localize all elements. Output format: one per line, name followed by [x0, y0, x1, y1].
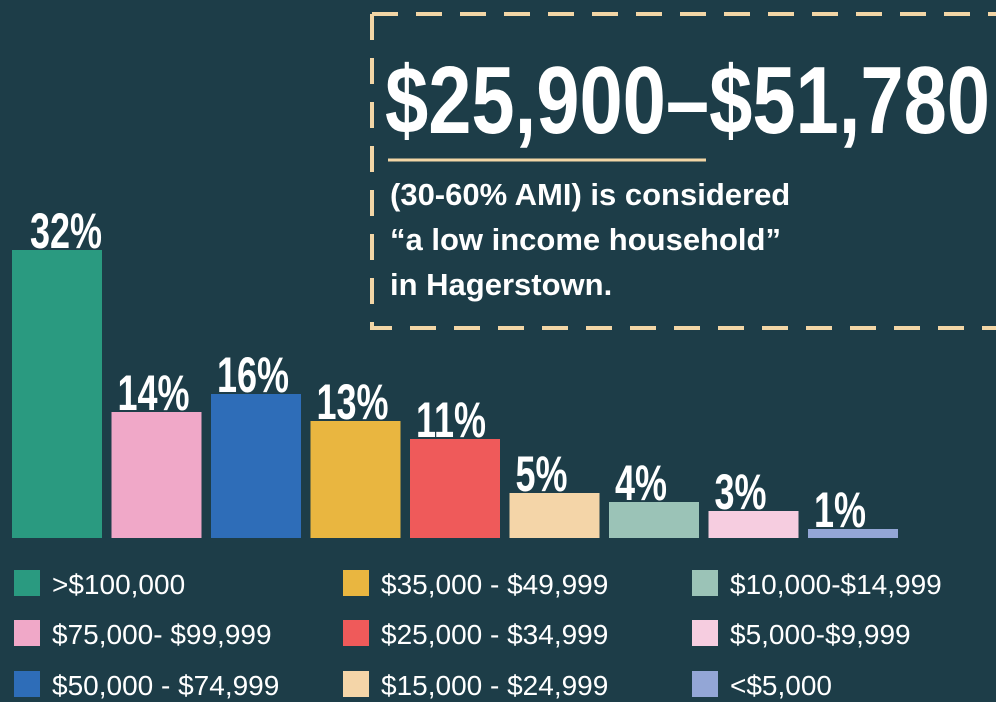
legend-label: $25,000 - $34,999 [381, 619, 608, 650]
legend-label: $50,000 - $74,999 [52, 670, 279, 701]
bar [808, 529, 898, 538]
legend-label: <$5,000 [730, 670, 832, 701]
legend-swatch [692, 671, 718, 697]
legend-label: $5,000-$9,999 [730, 619, 911, 650]
legend-swatch [692, 620, 718, 646]
bar [708, 511, 799, 538]
legend-label: $75,000- $99,999 [52, 619, 272, 650]
value-label: 14% [118, 366, 190, 421]
value-label: 5% [516, 447, 568, 502]
bar [410, 439, 500, 538]
headline: $25,900–$51,780 [385, 47, 990, 154]
value-label: 3% [715, 465, 767, 520]
value-label: 13% [317, 375, 389, 430]
callout-box [370, 12, 996, 330]
legend-label: $10,000-$14,999 [730, 569, 942, 600]
legend-swatch [14, 570, 40, 596]
legend-label: $15,000 - $24,999 [381, 670, 608, 701]
bar [310, 421, 401, 538]
legend-label: >$100,000 [52, 569, 185, 600]
callout-text: “a low income household” [390, 222, 781, 257]
bar [609, 502, 699, 538]
legend-swatch [343, 671, 369, 697]
value-label: 1% [814, 483, 866, 538]
callout-text: (30-60% AMI) is considered [390, 177, 790, 212]
bar [211, 394, 301, 538]
value-label: 16% [217, 348, 289, 403]
bar [12, 250, 102, 538]
value-label: 32% [30, 204, 102, 259]
legend-swatch [14, 671, 40, 697]
legend-swatch [692, 570, 718, 596]
bar [509, 493, 600, 538]
callout-text: in Hagerstown. [390, 267, 612, 302]
legend-swatch [343, 620, 369, 646]
value-label: 11% [416, 393, 486, 448]
legend-swatch [343, 570, 369, 596]
value-label: 4% [615, 456, 667, 511]
bar [111, 412, 202, 538]
legend-swatch [14, 620, 40, 646]
legend-label: $35,000 - $49,999 [381, 569, 608, 600]
